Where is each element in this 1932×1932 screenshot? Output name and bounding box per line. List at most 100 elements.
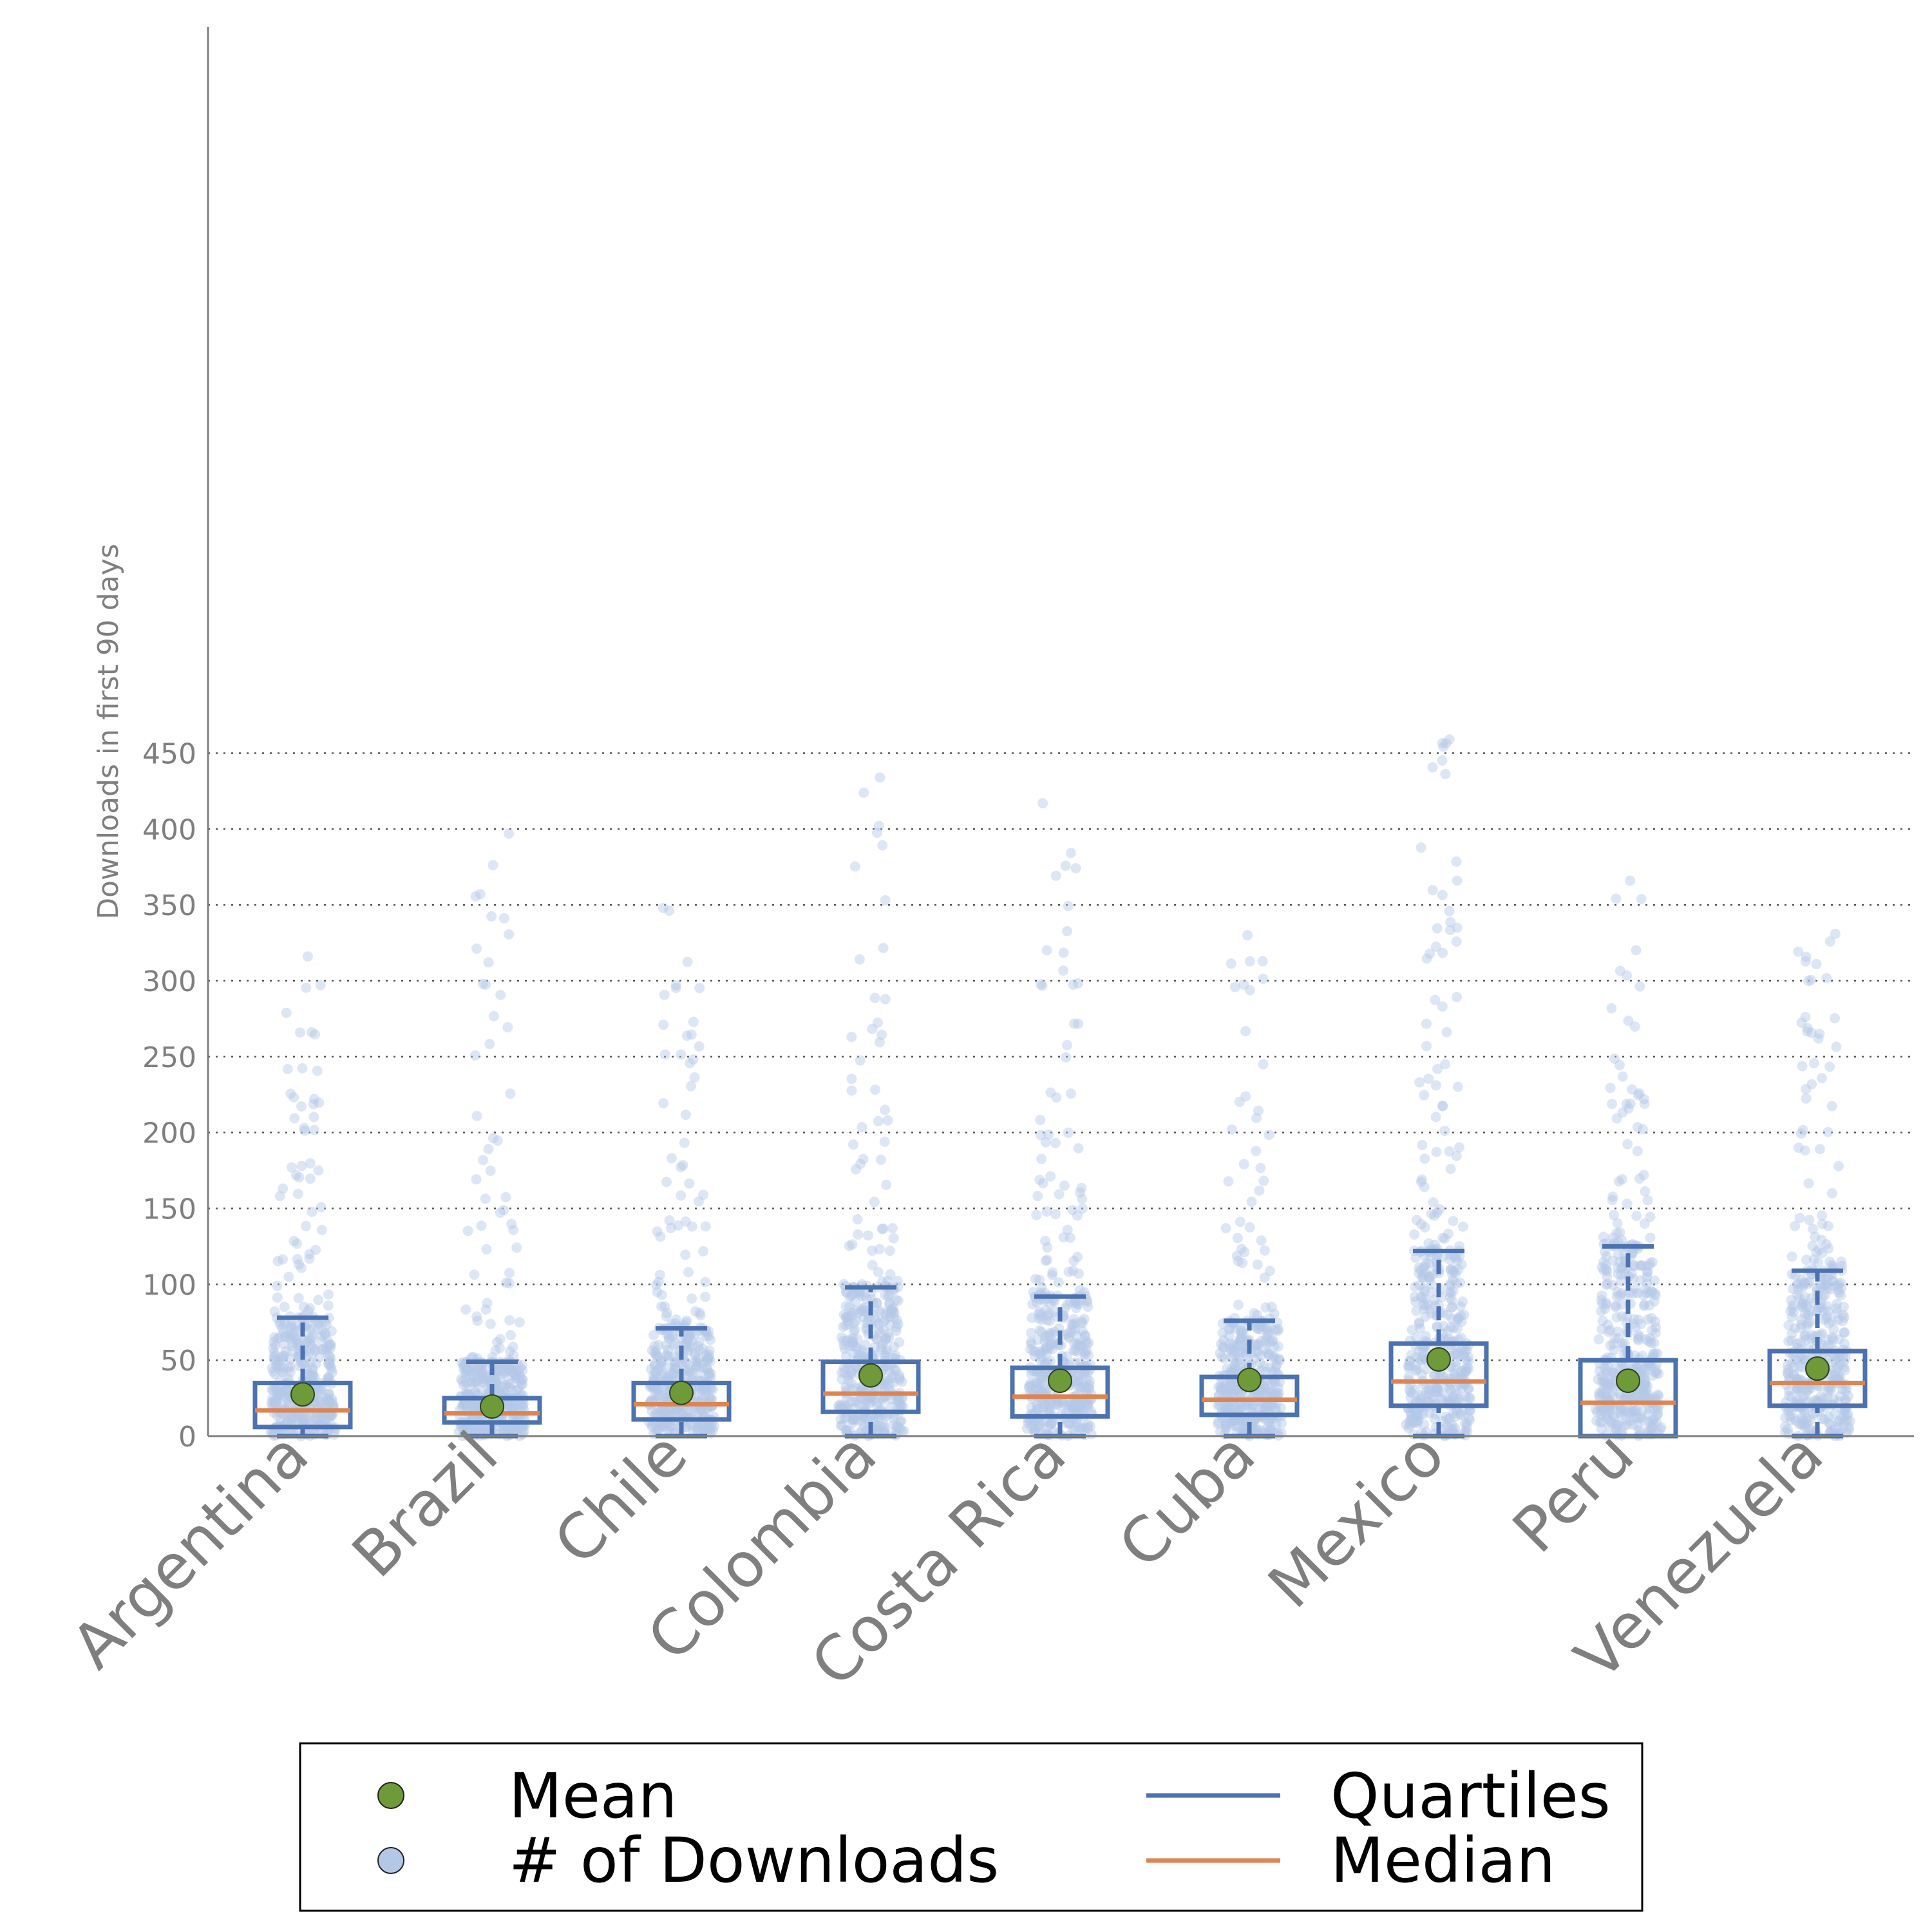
download-point [1259, 1403, 1270, 1414]
download-point [1606, 1370, 1617, 1381]
download-point [304, 1249, 315, 1260]
download-point [1077, 1422, 1087, 1433]
download-point [694, 1307, 705, 1318]
download-point [1448, 1286, 1459, 1297]
download-point [1217, 1352, 1227, 1362]
download-point [1414, 1317, 1425, 1328]
download-point [316, 1336, 327, 1347]
legend-median-label: Median [1331, 1824, 1555, 1897]
download-point [477, 1367, 488, 1377]
download-point [1262, 1422, 1273, 1433]
download-point [1461, 1422, 1472, 1433]
download-point [701, 1356, 712, 1367]
download-point [1635, 1260, 1646, 1271]
download-point [655, 1231, 666, 1242]
download-point [504, 1382, 515, 1393]
download-point [1075, 1340, 1086, 1350]
download-point [1596, 1376, 1607, 1387]
download-point [1034, 1175, 1045, 1185]
download-point [1253, 1348, 1264, 1359]
download-point [1413, 1416, 1424, 1426]
download-point [296, 1262, 307, 1273]
download-point [1616, 1406, 1627, 1417]
download-point [273, 1356, 284, 1367]
download-point [1235, 1326, 1246, 1337]
download-point [1226, 1124, 1237, 1135]
download-point [653, 1276, 664, 1287]
download-point [1443, 1325, 1454, 1336]
download-point [296, 1101, 307, 1112]
download-point [1604, 1378, 1614, 1388]
download-point [1796, 1128, 1806, 1139]
download-point [855, 1159, 866, 1170]
download-point [1233, 1355, 1244, 1366]
download-point [1420, 1331, 1431, 1341]
download-point [838, 1336, 849, 1346]
download-point [856, 1305, 867, 1316]
download-point [841, 1425, 852, 1436]
download-point [1450, 1349, 1461, 1359]
download-point [1444, 1280, 1455, 1291]
download-point [480, 1193, 491, 1204]
download-point [1826, 1260, 1837, 1271]
download-point [1789, 1413, 1800, 1424]
download-point [701, 1363, 712, 1374]
download-point [689, 1406, 700, 1416]
download-point [1831, 1303, 1842, 1314]
download-point [1220, 1399, 1231, 1410]
download-point [278, 1327, 289, 1338]
download-point [1261, 1337, 1272, 1348]
download-point [1806, 1293, 1817, 1303]
download-point [324, 1359, 335, 1370]
download-point [1458, 1406, 1469, 1417]
download-point [1079, 1382, 1090, 1393]
download-point [1083, 1350, 1094, 1361]
download-point [1794, 1419, 1805, 1430]
download-point [1271, 1387, 1282, 1398]
download-point [1454, 1251, 1465, 1262]
download-point [280, 1331, 291, 1341]
download-point [1073, 1268, 1084, 1279]
download-point [1638, 1170, 1649, 1180]
download-point [1416, 1351, 1427, 1362]
download-point [1823, 1243, 1834, 1254]
download-point [278, 1254, 288, 1265]
download-point [292, 1188, 303, 1199]
download-point [1843, 1422, 1854, 1433]
download-point [898, 1426, 909, 1437]
download-point [1612, 1326, 1623, 1337]
download-point [1793, 1354, 1804, 1365]
download-point [1598, 1231, 1609, 1242]
download-point [1023, 1381, 1034, 1392]
download-point [858, 1420, 869, 1431]
download-point [1439, 1126, 1450, 1136]
download-point [1260, 1404, 1271, 1415]
download-point [1403, 1423, 1414, 1434]
download-point [663, 1344, 674, 1355]
download-point [1213, 1419, 1224, 1430]
download-point [703, 1349, 714, 1360]
download-point [840, 1425, 851, 1436]
download-point [1239, 1247, 1250, 1258]
download-point [1221, 1422, 1232, 1433]
download-point [873, 1267, 884, 1278]
download-point [1656, 1422, 1667, 1433]
download-point [707, 1425, 718, 1436]
download-point [1782, 1424, 1793, 1435]
download-point [1639, 1368, 1650, 1379]
download-point [515, 1370, 526, 1381]
download-point [1798, 1415, 1809, 1426]
download-point [704, 1345, 715, 1356]
download-point [302, 951, 313, 962]
download-point [1610, 1333, 1620, 1344]
download-point [1463, 1352, 1473, 1363]
download-point [880, 1333, 891, 1344]
download-point [1065, 1233, 1075, 1243]
download-point [864, 1397, 874, 1408]
download-point [1409, 1384, 1420, 1395]
download-point [1636, 1390, 1647, 1401]
download-point [1837, 1316, 1848, 1327]
download-point [468, 1403, 478, 1414]
download-point [310, 1358, 321, 1369]
download-point [1425, 948, 1435, 959]
